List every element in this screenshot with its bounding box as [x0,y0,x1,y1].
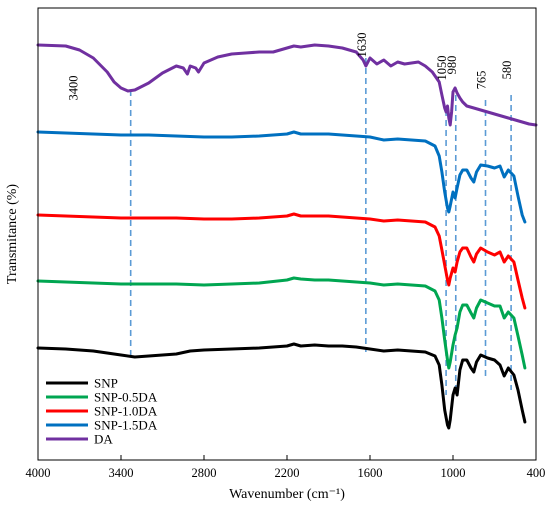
annotation-label: 3400 [67,76,81,101]
annotation-label: 580 [500,61,514,80]
x-ticks: 4000 3400 2800 2200 1600 1000 400 [26,455,546,480]
y-axis-title: Transmitance (%) [5,184,20,285]
x-tick-label: 2800 [192,466,217,480]
x-tick-label: 4000 [26,466,51,480]
series-line-da [36,43,538,127]
annotation-label: 765 [475,71,489,90]
legend-label: SNP-0.5DA [94,390,158,405]
series-line-snp [36,342,527,430]
series-line-snp-1-5da [36,130,527,224]
annotation-lines [129,58,512,395]
legend-label: SNP-1.5DA [94,418,158,433]
x-tick-label: 1600 [358,466,383,480]
legend-label: SNP [94,376,118,391]
series-line-snp-0-5da [36,276,527,370]
annotation-label: 980 [445,56,459,75]
x-tick-label: 1000 [441,466,466,480]
series-line-snp-1-0da [36,212,527,310]
x-tick-label: 3400 [109,466,134,480]
annotation-label: 1630 [355,33,369,58]
legend-label: DA [94,432,113,447]
x-axis-title: Wavenumber (cm⁻¹) [229,487,345,502]
x-tick-label: 2200 [275,466,300,480]
x-tick-label: 400 [527,466,546,480]
series-lines [36,43,538,430]
annotation-label: 1050 [435,56,449,81]
legend-label: SNP-1.0DA [94,404,158,419]
